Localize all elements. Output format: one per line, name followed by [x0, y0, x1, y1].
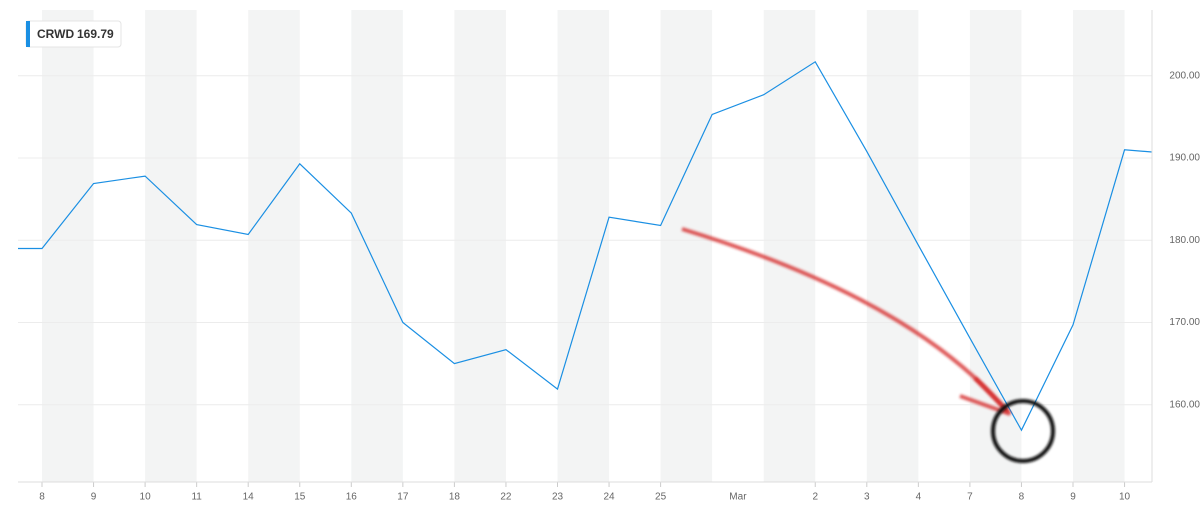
- x-tick-label: 17: [397, 492, 409, 503]
- legend-value: 169.79: [77, 27, 114, 41]
- band: [969, 10, 1022, 482]
- legend-swatch: [26, 21, 30, 47]
- band: [660, 10, 713, 482]
- x-tick-label: 23: [552, 492, 564, 503]
- x-tick-label: 18: [449, 492, 461, 503]
- y-tick-label: 170.00: [1169, 317, 1200, 328]
- x-tick-label: 8: [1019, 492, 1025, 503]
- x-tick-label: 2: [812, 492, 818, 503]
- band: [557, 10, 610, 482]
- month-label: Mar: [729, 492, 747, 503]
- band: [1073, 10, 1125, 482]
- band: [248, 10, 300, 482]
- x-tick-label: 3: [864, 492, 870, 503]
- x-tick-label: 10: [1119, 492, 1131, 503]
- y-tick-label: 160.00: [1169, 399, 1200, 410]
- annotation-arrow: [681, 227, 1010, 414]
- x-tick-label: 7: [967, 492, 973, 503]
- legend: CRWD 169.79: [25, 20, 122, 48]
- band: [145, 10, 197, 482]
- x-tick-label: 15: [294, 492, 306, 503]
- x-tick-label: 9: [1070, 492, 1076, 503]
- series-line: [18, 60, 1152, 432]
- x-tick-label: 14: [243, 492, 255, 503]
- x-tick-label: 16: [346, 492, 358, 503]
- x-tick-label: 25: [655, 492, 667, 503]
- y-tick-label: 190.00: [1169, 153, 1200, 164]
- band: [351, 10, 403, 482]
- y-tick-label: 180.00: [1169, 235, 1200, 246]
- legend-name: CRWD: [37, 27, 74, 41]
- x-tick-label: 11: [191, 492, 202, 503]
- x-tick-label: 8: [39, 492, 45, 503]
- x-tick-label: 24: [603, 492, 615, 503]
- band: [454, 10, 506, 482]
- annotation-circle: [991, 399, 1055, 463]
- x-tick-label: 4: [916, 492, 922, 503]
- x-tick-label: 10: [140, 492, 152, 503]
- x-tick-label: 22: [500, 492, 512, 503]
- band: [866, 10, 919, 482]
- y-tick-label: 200.00: [1169, 70, 1200, 81]
- band: [42, 10, 94, 482]
- x-tick-label: 9: [91, 492, 97, 503]
- annotation-arrowhead: [959, 376, 1012, 416]
- band: [763, 10, 816, 482]
